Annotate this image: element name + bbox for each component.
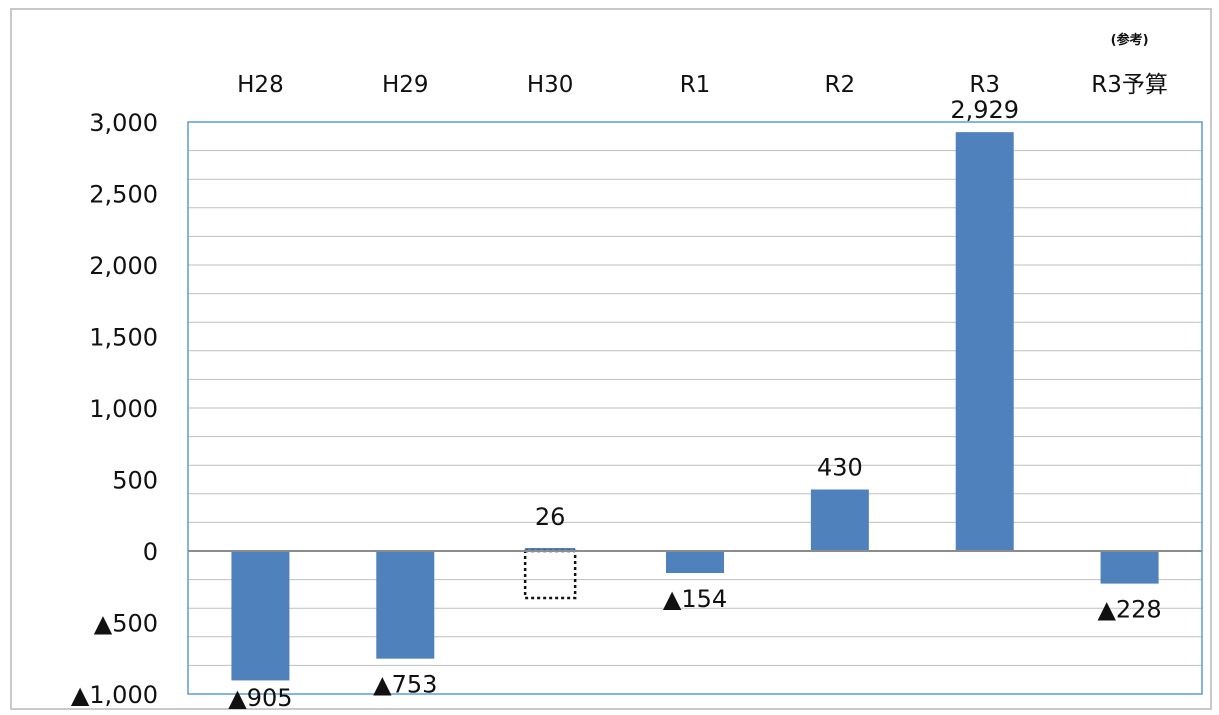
data-label: 2,929 <box>950 96 1019 124</box>
data-label: 430 <box>817 454 863 482</box>
bar <box>810 489 869 551</box>
data-label: ▲154 <box>663 585 727 613</box>
data-label: ▲905 <box>228 684 292 712</box>
bar <box>231 551 290 681</box>
data-label: ▲228 <box>1097 596 1161 624</box>
data-label: ▲753 <box>373 671 437 699</box>
plot-area-border <box>187 121 1203 695</box>
y-tick-label: 500 <box>112 467 158 495</box>
category-label: R2 <box>825 72 856 98</box>
y-tick-label: 1,000 <box>89 395 158 423</box>
category-label: R3予算 <box>1091 72 1168 98</box>
category-label: R1 <box>680 72 711 98</box>
bar <box>525 548 576 551</box>
bar <box>376 551 435 659</box>
bar <box>955 132 1014 551</box>
bar <box>666 551 724 574</box>
bar-outline <box>523 549 577 600</box>
y-tick-label: 3,000 <box>89 109 158 137</box>
y-tick-label: ▲500 <box>94 610 158 638</box>
category-note: (参考) <box>1111 32 1149 48</box>
data-label: 26 <box>535 503 566 531</box>
y-tick-label: ▲1,000 <box>71 681 158 709</box>
bar <box>1100 551 1159 584</box>
category-label: H30 <box>527 72 574 98</box>
category-label: H28 <box>237 72 284 98</box>
y-tick-label: 1,500 <box>89 324 158 352</box>
category-label: H29 <box>382 72 429 98</box>
y-tick-label: 2,500 <box>89 181 158 209</box>
y-tick-label: 0 <box>143 538 158 566</box>
category-label: R3 <box>969 72 1000 98</box>
y-tick-label: 2,000 <box>89 252 158 280</box>
